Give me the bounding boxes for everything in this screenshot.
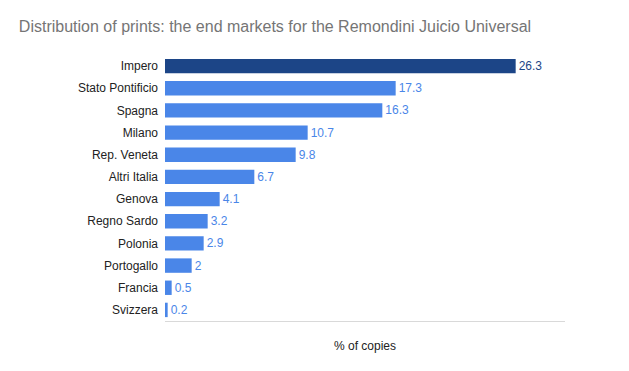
svg-text:Regno Sardo: Regno Sardo: [87, 214, 158, 228]
svg-text:Rep. Veneta: Rep. Veneta: [92, 148, 158, 162]
svg-text:26.3: 26.3: [519, 59, 543, 73]
svg-text:Impero: Impero: [121, 59, 159, 73]
svg-text:10.7: 10.7: [311, 126, 335, 140]
svg-text:Milano: Milano: [123, 126, 159, 140]
svg-text:0.2: 0.2: [171, 303, 188, 317]
svg-text:2.9: 2.9: [207, 236, 224, 250]
svg-text:0.5: 0.5: [175, 281, 192, 295]
svg-text:Svizzera: Svizzera: [112, 303, 158, 317]
svg-text:Polonia: Polonia: [118, 237, 158, 251]
svg-text:Spagna: Spagna: [117, 104, 159, 118]
svg-text:Distribution of prints: the en: Distribution of prints: the end markets …: [19, 18, 531, 35]
svg-text:17.3: 17.3: [399, 81, 423, 95]
svg-text:3.2: 3.2: [211, 214, 228, 228]
svg-text:Stato Pontificio: Stato Pontificio: [78, 81, 158, 95]
svg-text:Genova: Genova: [116, 192, 158, 206]
svg-text:4.1: 4.1: [223, 192, 240, 206]
svg-text:2: 2: [195, 259, 202, 273]
svg-text:6.7: 6.7: [257, 170, 274, 184]
svg-text:Altri Italia: Altri Italia: [109, 170, 159, 184]
svg-text:16.3: 16.3: [385, 103, 409, 117]
svg-text:% of copies: % of copies: [334, 339, 396, 353]
svg-text:Francia: Francia: [118, 281, 158, 295]
svg-text:Portogallo: Portogallo: [104, 259, 158, 273]
svg-text:9.8: 9.8: [299, 148, 316, 162]
